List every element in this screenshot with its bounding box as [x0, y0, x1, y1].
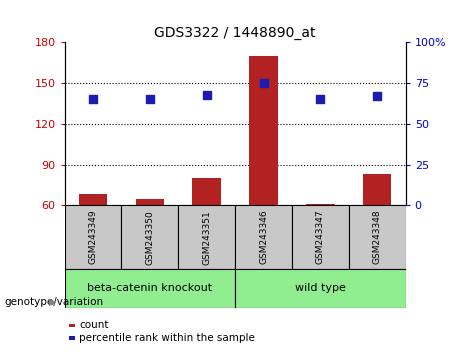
- Text: percentile rank within the sample: percentile rank within the sample: [79, 333, 255, 343]
- Text: GSM243350: GSM243350: [145, 210, 154, 264]
- Text: count: count: [79, 320, 109, 330]
- Point: [146, 97, 154, 102]
- Point: [373, 93, 381, 99]
- Bar: [193, 178, 221, 205]
- Text: GSM243348: GSM243348: [373, 210, 382, 264]
- Bar: [65, 205, 121, 269]
- Text: GSM243346: GSM243346: [259, 210, 268, 264]
- Text: GSM243351: GSM243351: [202, 210, 211, 264]
- Bar: [363, 174, 391, 205]
- Bar: [306, 204, 335, 205]
- Bar: [292, 205, 349, 269]
- Text: beta-catenin knockout: beta-catenin knockout: [87, 284, 213, 293]
- Bar: [121, 205, 178, 269]
- Point: [317, 97, 324, 102]
- Bar: [79, 194, 107, 205]
- Bar: [235, 269, 406, 308]
- Bar: [178, 205, 235, 269]
- Title: GDS3322 / 1448890_at: GDS3322 / 1448890_at: [154, 26, 316, 40]
- Text: GSM243349: GSM243349: [89, 210, 97, 264]
- Point: [203, 92, 210, 97]
- Text: wild type: wild type: [295, 284, 346, 293]
- Point: [89, 97, 97, 102]
- Text: ▶: ▶: [49, 297, 57, 307]
- Text: GSM243347: GSM243347: [316, 210, 325, 264]
- Bar: [249, 56, 278, 205]
- Text: genotype/variation: genotype/variation: [5, 297, 104, 307]
- Bar: [65, 269, 235, 308]
- Bar: [349, 205, 406, 269]
- Bar: [235, 205, 292, 269]
- Bar: [136, 199, 164, 205]
- Point: [260, 80, 267, 86]
